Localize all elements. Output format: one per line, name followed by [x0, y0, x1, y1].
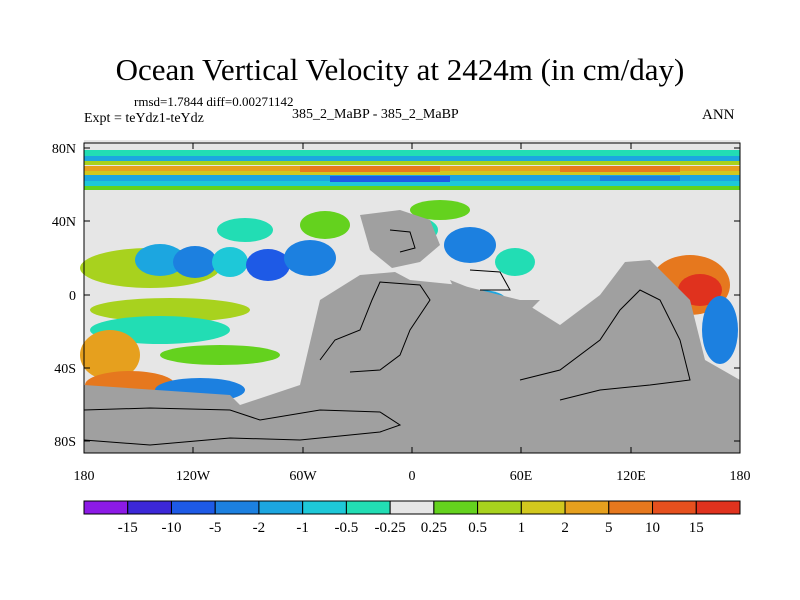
ytick-label-80s: 80S: [54, 435, 76, 450]
xtick-label-180w: 180: [74, 469, 95, 484]
ytick-label-80n: 80N: [52, 142, 76, 157]
xtick-label-60w: 60W: [289, 469, 317, 484]
xtick-label-60e: 60E: [510, 469, 533, 484]
ytick-label-0: 0: [69, 289, 76, 304]
colorbar-labels: -15 -10 -5 -2 -1 -0.5 -0.25 0.25 0.5 1 2 5 10 15: [118, 520, 704, 536]
blob-3: [173, 246, 217, 278]
colorbar-box-14: [695, 500, 741, 515]
colorbar-box-7: [389, 500, 435, 515]
rmsd-value: 1.7844: [167, 94, 204, 109]
blob-11: [160, 345, 280, 365]
colorbar-label-7: 0.25: [421, 520, 447, 536]
blob-12: [80, 330, 140, 380]
diff-value: 0.00271142: [232, 94, 294, 109]
band-7: [84, 181, 740, 186]
map-title: Ocean Vertical Velocity at 2424m (in cm/…: [115, 52, 685, 87]
xtick-label-120e: 120E: [616, 469, 646, 484]
blob-9: [90, 298, 250, 322]
band-2: [84, 156, 740, 161]
colorbar-label-10: 2: [561, 520, 569, 536]
colorbar-box-0: [83, 500, 129, 515]
colorbar-box-5: [302, 500, 347, 515]
map-panel: [80, 140, 741, 454]
colorbar-label-4: -1: [296, 520, 309, 536]
colorbar-label-5: -0.5: [335, 520, 359, 536]
colorbar-box-12: [608, 500, 654, 515]
coast-4: [389, 229, 416, 253]
xtick-label-0: 0: [409, 469, 416, 484]
band-3: [84, 161, 740, 165]
stats-line: rmsd=1.7844 diff=0.00271142: [134, 94, 294, 110]
blob-16: [410, 200, 470, 220]
colorbar-box-4: [258, 500, 304, 515]
colorbar-box-9: [477, 500, 522, 515]
colorbar-label-3: -2: [253, 520, 266, 536]
colorbar-box-2: [170, 500, 216, 515]
blob-22: [702, 296, 738, 364]
tick-marks: [84, 143, 740, 453]
blob-2: [135, 244, 185, 276]
diff-label: diff=: [206, 94, 233, 109]
colorbar-box-13: [652, 500, 697, 515]
band-8: [84, 186, 740, 190]
colorbar-label-6: -0.25: [375, 520, 406, 536]
xtick-label-180e: 180: [730, 469, 751, 484]
blob-8: [300, 211, 350, 239]
colorbar-label-2: -5: [209, 520, 222, 536]
coast-2: [319, 281, 431, 373]
colorbar-label-11: 5: [605, 520, 613, 536]
colorbar-box-3: [214, 500, 260, 515]
blob-5: [246, 249, 290, 281]
land-north-1: [360, 210, 440, 268]
xtick-label-120w: 120W: [176, 469, 211, 484]
band-cold-1: [330, 176, 450, 182]
colorbar: -15 -10 -5 -2 -1 -0.5 -0.25 0.25 0.5 1 2 5 10 15: [83, 500, 741, 536]
colorbar-label-1: -10: [161, 520, 181, 536]
ytick-label-40n: 40N: [52, 215, 76, 230]
experiment-label: Expt = teYdz1-teYdz: [84, 111, 204, 126]
map-frame: [83, 142, 741, 454]
coastlines: [83, 229, 691, 446]
colorbar-label-8: 0.5: [468, 520, 487, 536]
band-5: [84, 171, 740, 175]
axis-labels: 80N 40N 0 40S 80S 180 120W 60W 0 60E 120…: [52, 142, 751, 484]
land-south: [84, 260, 740, 453]
rmsd-label: rmsd=: [134, 94, 168, 109]
colorbar-label-13: 15: [689, 520, 704, 536]
ytick-label-40s: 40S: [54, 362, 76, 377]
season-label: ANN: [702, 107, 735, 123]
blob-4: [212, 247, 248, 277]
colorbar-box-8: [433, 500, 479, 515]
blob-7: [284, 240, 336, 276]
band-hot-1: [300, 166, 440, 172]
land-north-2: [450, 280, 540, 320]
colorbar-box-6: [345, 500, 391, 515]
band-hot-2: [560, 166, 680, 172]
blob-6: [217, 218, 273, 242]
colorbar-box-10: [520, 500, 566, 515]
colorbar-box-11: [564, 500, 610, 515]
blob-21: [678, 274, 722, 306]
colorbar-box-1: [127, 500, 172, 515]
band-cold-2: [600, 176, 680, 181]
coast-5: [469, 269, 511, 291]
colorbar-label-0: -15: [118, 520, 138, 536]
case-label: 385_2_MaBP - 385_2_MaBP: [292, 107, 459, 122]
colorbar-label-9: 1: [518, 520, 526, 536]
colorbar-label-12: 10: [645, 520, 660, 536]
blob-17: [444, 227, 496, 263]
coast-3: [519, 289, 691, 401]
colorbar-boxes: [83, 500, 741, 515]
land: [84, 210, 740, 453]
coast-1: [83, 407, 402, 446]
blob-18: [495, 248, 535, 276]
band-1: [84, 150, 740, 156]
